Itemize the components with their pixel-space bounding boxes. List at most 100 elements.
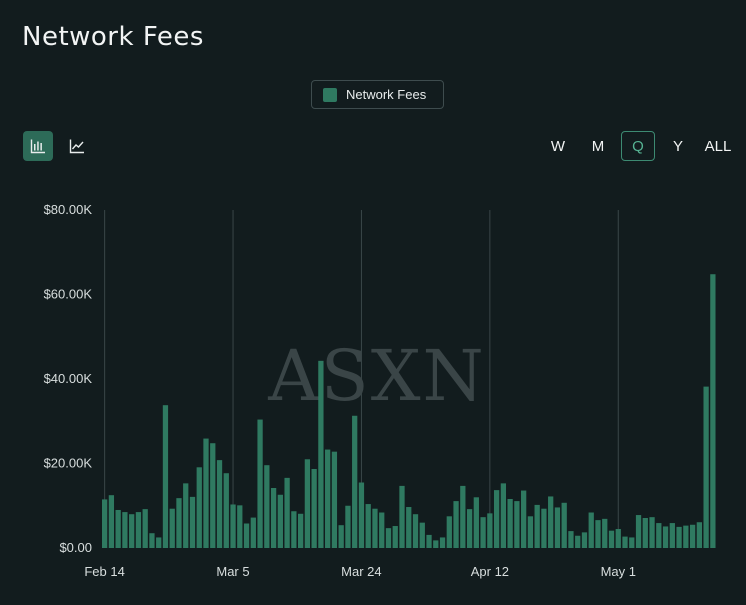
- bar[interactable]: [602, 518, 608, 548]
- bar[interactable]: [487, 513, 493, 548]
- bar[interactable]: [297, 513, 304, 548]
- bar[interactable]: [453, 501, 459, 548]
- bar[interactable]: [257, 419, 263, 548]
- bar[interactable]: [615, 528, 621, 548]
- bar[interactable]: [656, 523, 662, 548]
- bar[interactable]: [325, 449, 331, 548]
- line-chart-toggle-button[interactable]: [62, 131, 92, 161]
- bar[interactable]: [662, 526, 669, 548]
- bar[interactable]: [196, 467, 202, 548]
- bar[interactable]: [473, 497, 479, 548]
- bar[interactable]: [318, 360, 324, 548]
- bar[interactable]: [575, 535, 581, 548]
- range-button-year[interactable]: Y: [672, 137, 683, 155]
- bar[interactable]: [493, 490, 500, 548]
- bar[interactable]: [169, 508, 175, 548]
- legend-item-network-fees[interactable]: Network Fees: [311, 80, 444, 109]
- bar[interactable]: [548, 496, 554, 548]
- bar[interactable]: [433, 540, 439, 548]
- bar[interactable]: [129, 514, 135, 548]
- bar[interactable]: [352, 415, 358, 548]
- bar[interactable]: [514, 501, 520, 548]
- bar[interactable]: [629, 537, 635, 548]
- bar[interactable]: [642, 518, 648, 548]
- range-button-week[interactable]: W: [550, 137, 566, 155]
- bar[interactable]: [385, 528, 392, 548]
- bar[interactable]: [237, 505, 243, 548]
- bar[interactable]: [230, 504, 236, 548]
- bar[interactable]: [500, 483, 507, 548]
- bar-chart-toggle-button[interactable]: [23, 131, 53, 161]
- bar[interactable]: [311, 468, 317, 548]
- bar[interactable]: [250, 517, 256, 548]
- bar[interactable]: [291, 511, 297, 548]
- bar[interactable]: [527, 516, 534, 548]
- bar[interactable]: [622, 536, 628, 548]
- bar[interactable]: [135, 512, 142, 548]
- bar[interactable]: [412, 514, 419, 548]
- range-button-all[interactable]: ALL: [704, 137, 732, 155]
- bar[interactable]: [338, 525, 344, 548]
- bar[interactable]: [439, 537, 446, 548]
- bar[interactable]: [183, 483, 189, 548]
- bar[interactable]: [372, 508, 378, 548]
- bar[interactable]: [345, 505, 351, 548]
- bar[interactable]: [142, 509, 148, 548]
- bar[interactable]: [277, 494, 283, 548]
- bar[interactable]: [588, 512, 594, 548]
- bar[interactable]: [676, 526, 682, 549]
- bar[interactable]: [149, 533, 155, 548]
- bar[interactable]: [568, 531, 574, 548]
- bar[interactable]: [480, 517, 486, 548]
- bar[interactable]: [331, 451, 338, 548]
- bar[interactable]: [649, 517, 655, 548]
- bar[interactable]: [358, 482, 365, 548]
- bar[interactable]: [264, 465, 270, 548]
- bar[interactable]: [689, 524, 696, 548]
- bar[interactable]: [399, 485, 405, 548]
- bar[interactable]: [122, 512, 128, 548]
- bar[interactable]: [102, 499, 108, 548]
- bar[interactable]: [365, 504, 371, 548]
- bar[interactable]: [696, 522, 702, 548]
- bar[interactable]: [507, 498, 513, 548]
- bar[interactable]: [210, 443, 216, 548]
- bar[interactable]: [270, 488, 277, 548]
- bar[interactable]: [561, 502, 567, 548]
- bar[interactable]: [108, 495, 115, 548]
- bar[interactable]: [426, 534, 432, 548]
- bar[interactable]: [608, 530, 615, 548]
- bar[interactable]: [223, 473, 229, 548]
- bar[interactable]: [115, 509, 121, 548]
- bar[interactable]: [710, 274, 716, 548]
- bar[interactable]: [162, 405, 169, 548]
- bar[interactable]: [243, 523, 250, 549]
- bar[interactable]: [392, 526, 398, 548]
- bar[interactable]: [446, 516, 452, 548]
- bar[interactable]: [521, 490, 527, 548]
- bar[interactable]: [541, 508, 547, 548]
- range-button-quarter[interactable]: Q: [621, 131, 655, 161]
- bar[interactable]: [419, 522, 425, 548]
- range-button-month[interactable]: M: [591, 137, 605, 155]
- bar[interactable]: [406, 507, 412, 548]
- bar[interactable]: [581, 532, 588, 548]
- bar[interactable]: [669, 523, 675, 548]
- bar[interactable]: [379, 512, 385, 548]
- bar[interactable]: [304, 459, 311, 548]
- bar[interactable]: [595, 520, 601, 548]
- bar[interactable]: [460, 485, 466, 548]
- bar[interactable]: [534, 504, 540, 548]
- bar[interactable]: [683, 525, 689, 548]
- bar[interactable]: [216, 460, 223, 548]
- bar[interactable]: [635, 515, 642, 548]
- bar[interactable]: [189, 496, 196, 548]
- bar[interactable]: [203, 438, 209, 548]
- bar[interactable]: [466, 509, 473, 548]
- bar[interactable]: [703, 386, 709, 548]
- bar[interactable]: [156, 537, 162, 548]
- bar[interactable]: [284, 477, 290, 548]
- bar[interactable]: [176, 498, 182, 548]
- grid-lines: [104, 210, 619, 548]
- bar[interactable]: [554, 507, 561, 548]
